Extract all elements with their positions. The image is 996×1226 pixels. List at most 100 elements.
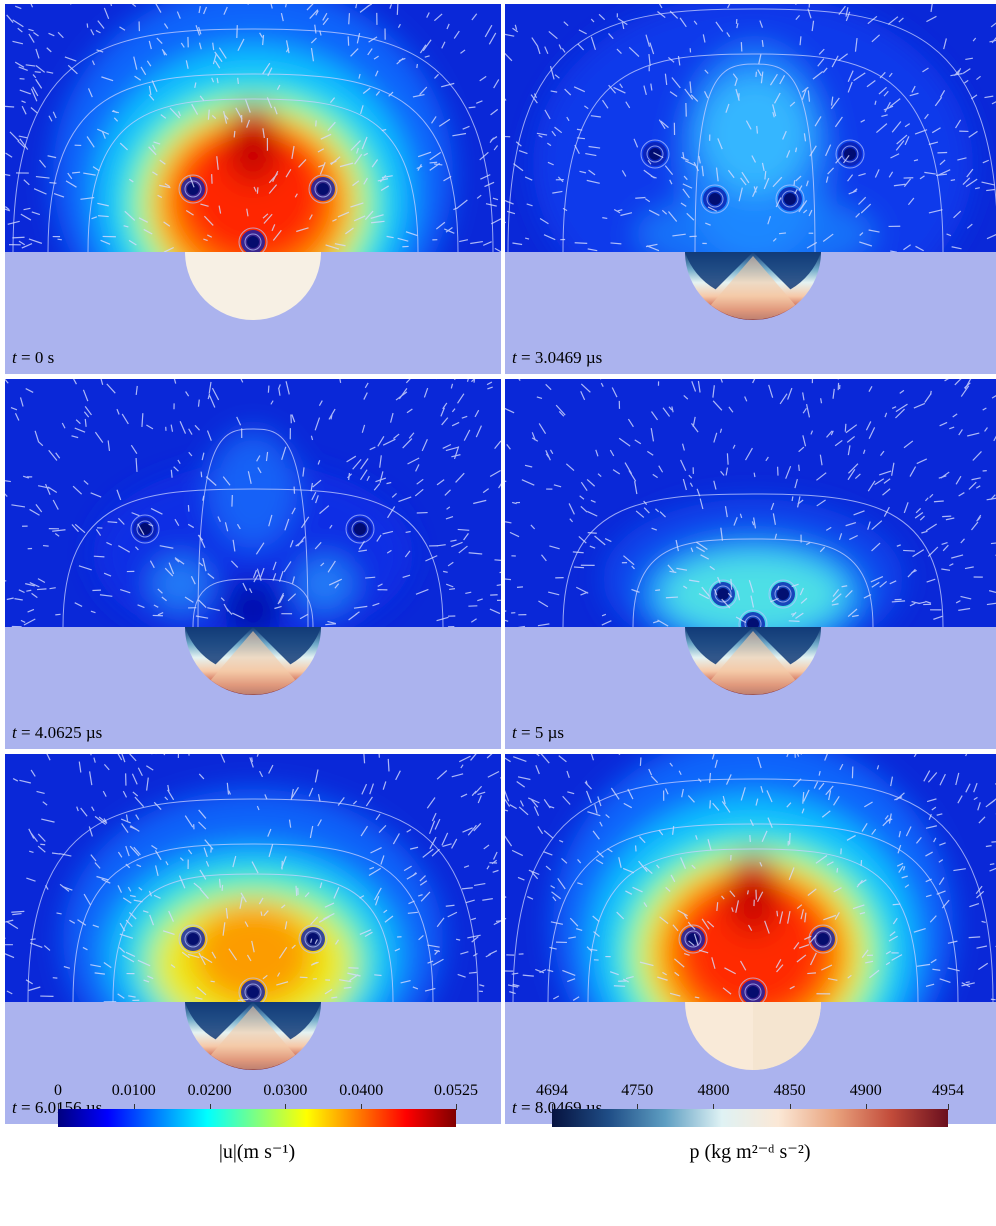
contour-line xyxy=(694,63,816,252)
vortex-core xyxy=(308,174,338,204)
vortex-core xyxy=(808,924,838,954)
time-value: = 3.0469 µs xyxy=(516,348,603,367)
cylinder-pressure xyxy=(685,627,821,695)
cylinder-pressure xyxy=(185,252,321,320)
simulation-panel: t = 8.0469 µs xyxy=(505,754,996,1124)
colorbar-tick-label: 4750 xyxy=(621,1082,654,1099)
time-label: t = 3.0469 µs xyxy=(512,348,602,368)
fluid-region xyxy=(505,379,996,627)
time-variable: t xyxy=(512,1098,517,1117)
vortex-core xyxy=(238,977,268,1002)
colorbar-tick-label: 0.0400 xyxy=(339,1082,384,1099)
vortex-core xyxy=(178,174,208,204)
contour-line xyxy=(112,873,394,1002)
contour-line xyxy=(562,53,944,252)
time-variable: t xyxy=(512,348,517,367)
time-label: t = 0 s xyxy=(12,348,54,368)
simulation-panel: t = 3.0469 µs xyxy=(505,4,996,374)
colorbar-tick-label: 4800 xyxy=(697,1082,730,1099)
contour-line xyxy=(587,848,919,1002)
vortex-core xyxy=(298,924,328,954)
vortex-core xyxy=(238,227,268,252)
contour-line xyxy=(12,28,494,252)
time-label: t = 4.0625 µs xyxy=(12,723,102,743)
colorbar-tick-label: 0.0100 xyxy=(111,1082,156,1099)
pressure-colorbar: 4694 4750 4800 4850 4900 4954 p (kg m²⁻ᵈ s⁻²) xyxy=(536,1082,964,1182)
cylinder-pressure xyxy=(685,252,821,320)
vortex-core xyxy=(775,184,805,214)
time-variable: t xyxy=(12,348,17,367)
vortex-core xyxy=(178,924,208,954)
velocity-arrows xyxy=(5,379,501,627)
velocity-arrows xyxy=(505,754,996,1001)
time-label: t = 5 µs xyxy=(512,723,564,743)
colorbar-tick-label: 4694 xyxy=(536,1082,568,1099)
fluid-region xyxy=(505,754,996,1002)
colorbar-tick xyxy=(552,1104,553,1110)
velocity-field-plot xyxy=(505,754,996,1124)
velocity-field-plot xyxy=(5,754,501,1124)
fluid-region xyxy=(5,379,501,627)
cylinder-pressure xyxy=(185,627,321,695)
colorbar-tick-label: 4900 xyxy=(849,1082,882,1099)
contour-line xyxy=(192,578,314,627)
fluid-region xyxy=(505,4,996,252)
time-value: = 4.0625 µs xyxy=(16,723,103,742)
velocity-field-plot xyxy=(505,4,996,374)
simulation-panel: t = 5 µs xyxy=(505,379,996,749)
velocity-field-plot xyxy=(505,379,996,749)
contour-line xyxy=(512,778,994,1002)
fluid-region xyxy=(5,4,501,252)
colorbar-tick xyxy=(58,1104,59,1110)
vortex-core xyxy=(768,579,798,609)
colorbar-tick xyxy=(865,1104,867,1110)
cylinder-pressure xyxy=(185,1002,321,1070)
velocity-field-plot xyxy=(5,4,501,374)
simulation-panel: t = 6.0156 µs xyxy=(5,754,501,1124)
vortex-core xyxy=(738,977,768,1002)
colorbar-tick xyxy=(456,1104,457,1110)
vortex-core xyxy=(700,184,730,214)
vortex-core xyxy=(835,139,865,169)
contour-line xyxy=(62,488,444,627)
contour-line xyxy=(87,98,419,252)
simulation-panel: t = 0 s xyxy=(5,4,501,374)
colorbar-title: p (kg m²⁻ᵈ s⁻²) xyxy=(689,1141,811,1163)
colorbar-tick xyxy=(637,1104,639,1110)
velocity-field-plot xyxy=(5,379,501,749)
colorbar-tick xyxy=(285,1104,287,1110)
colorbar-tick-label: 4954 xyxy=(932,1082,964,1099)
vortex-core xyxy=(708,579,738,609)
colorbar-tick-label: 0 xyxy=(54,1082,62,1099)
velocity-arrows xyxy=(505,379,996,627)
colorbar-gradient xyxy=(552,1109,948,1127)
colorbar-tick-label: 0.0200 xyxy=(187,1082,232,1099)
vortex-core xyxy=(738,609,768,627)
colorbar-tick-label: 0.0525 xyxy=(434,1082,478,1099)
cylinder-pressure xyxy=(685,1002,821,1070)
colorbar-tick xyxy=(133,1104,135,1110)
time-variable: t xyxy=(12,723,17,742)
time-variable: t xyxy=(12,1098,17,1117)
contour-line xyxy=(47,73,459,252)
colorbar-tick xyxy=(948,1104,949,1110)
colorbar-tick xyxy=(209,1104,211,1110)
colorbar-gradient xyxy=(58,1109,456,1127)
vortex-core xyxy=(130,514,160,544)
velocity-arrows xyxy=(5,4,501,252)
colorbar-tick xyxy=(713,1104,715,1110)
vortex-core xyxy=(345,514,375,544)
colorbar-tick-label: 4850 xyxy=(773,1082,806,1099)
fluid-region xyxy=(5,754,501,1002)
colorbar-title: |u|(m s⁻¹) xyxy=(218,1141,296,1163)
simulation-panel: t = 4.0625 µs xyxy=(5,379,501,749)
contour-line xyxy=(507,8,996,252)
colorbar-tick xyxy=(789,1104,791,1110)
velocity-arrows xyxy=(5,754,501,1002)
time-value: = 5 µs xyxy=(516,723,564,742)
velocity-arrows xyxy=(505,4,996,252)
colorbar-tick xyxy=(361,1104,363,1110)
colorbar-tick-label: 0.0300 xyxy=(263,1082,308,1099)
time-value: = 0 s xyxy=(16,348,55,367)
contour-line xyxy=(72,843,434,1002)
